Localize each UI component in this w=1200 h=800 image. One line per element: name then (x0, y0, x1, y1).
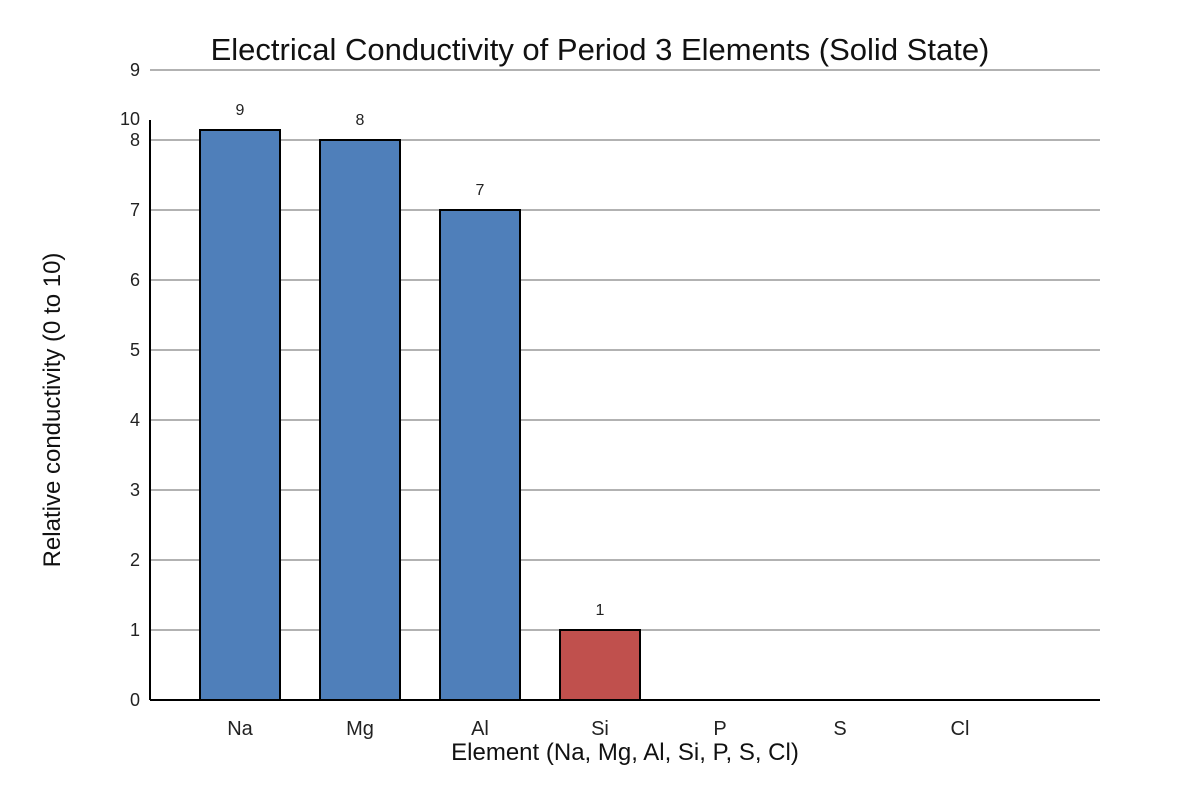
x-tick-label-Mg: Mg (346, 718, 374, 740)
data-label-Si: 1 (596, 602, 605, 619)
data-label-Al: 7 (476, 182, 485, 199)
y-tick-label-8: 8 (130, 130, 140, 150)
bar-Na (199, 129, 281, 701)
y-tick-label-6: 6 (130, 270, 140, 290)
x-tick-label-S: S (833, 718, 846, 740)
y-tick-label-2: 2 (130, 550, 140, 570)
x-tick-label-P: P (713, 718, 726, 740)
y-tick-label-0: 0 (130, 690, 140, 710)
data-label-Na: 9 (236, 102, 245, 119)
x-tick-label-Na: Na (227, 718, 253, 740)
x-axis-title: Element (Na, Mg, Al, Si, P, S, Cl) (451, 739, 799, 766)
y-tick-label-3: 3 (130, 480, 140, 500)
data-labels: 9 8 7 1 (236, 102, 605, 619)
x-tick-labels: Na Mg Al Si P S Cl (227, 718, 969, 740)
x-tick-label-Si: Si (591, 718, 609, 740)
y-tick-labels: 0 1 2 3 4 5 6 7 8 9 (130, 60, 140, 710)
bars (199, 129, 641, 701)
y-tick-label-5: 5 (130, 340, 140, 360)
bar-Si (559, 629, 641, 701)
data-label-Mg: 8 (356, 112, 365, 129)
y-tick-label-10: 10 (120, 109, 140, 129)
y-tick-label-9: 9 (130, 60, 140, 80)
y-tick-label-7: 7 (130, 200, 140, 220)
bar-Al (439, 209, 521, 701)
x-tick-label-Al: Al (471, 718, 489, 740)
y-tick-label-4: 4 (130, 410, 140, 430)
grid-lines (150, 69, 1100, 631)
bar-Mg (319, 139, 401, 701)
y-axis-title: Relative conductivity (0 to 10) (39, 253, 66, 568)
y-tick-label-1: 1 (130, 620, 140, 640)
chart-title: Electrical Conductivity of Period 3 Elem… (211, 32, 990, 67)
x-tick-label-Cl: Cl (951, 718, 970, 740)
